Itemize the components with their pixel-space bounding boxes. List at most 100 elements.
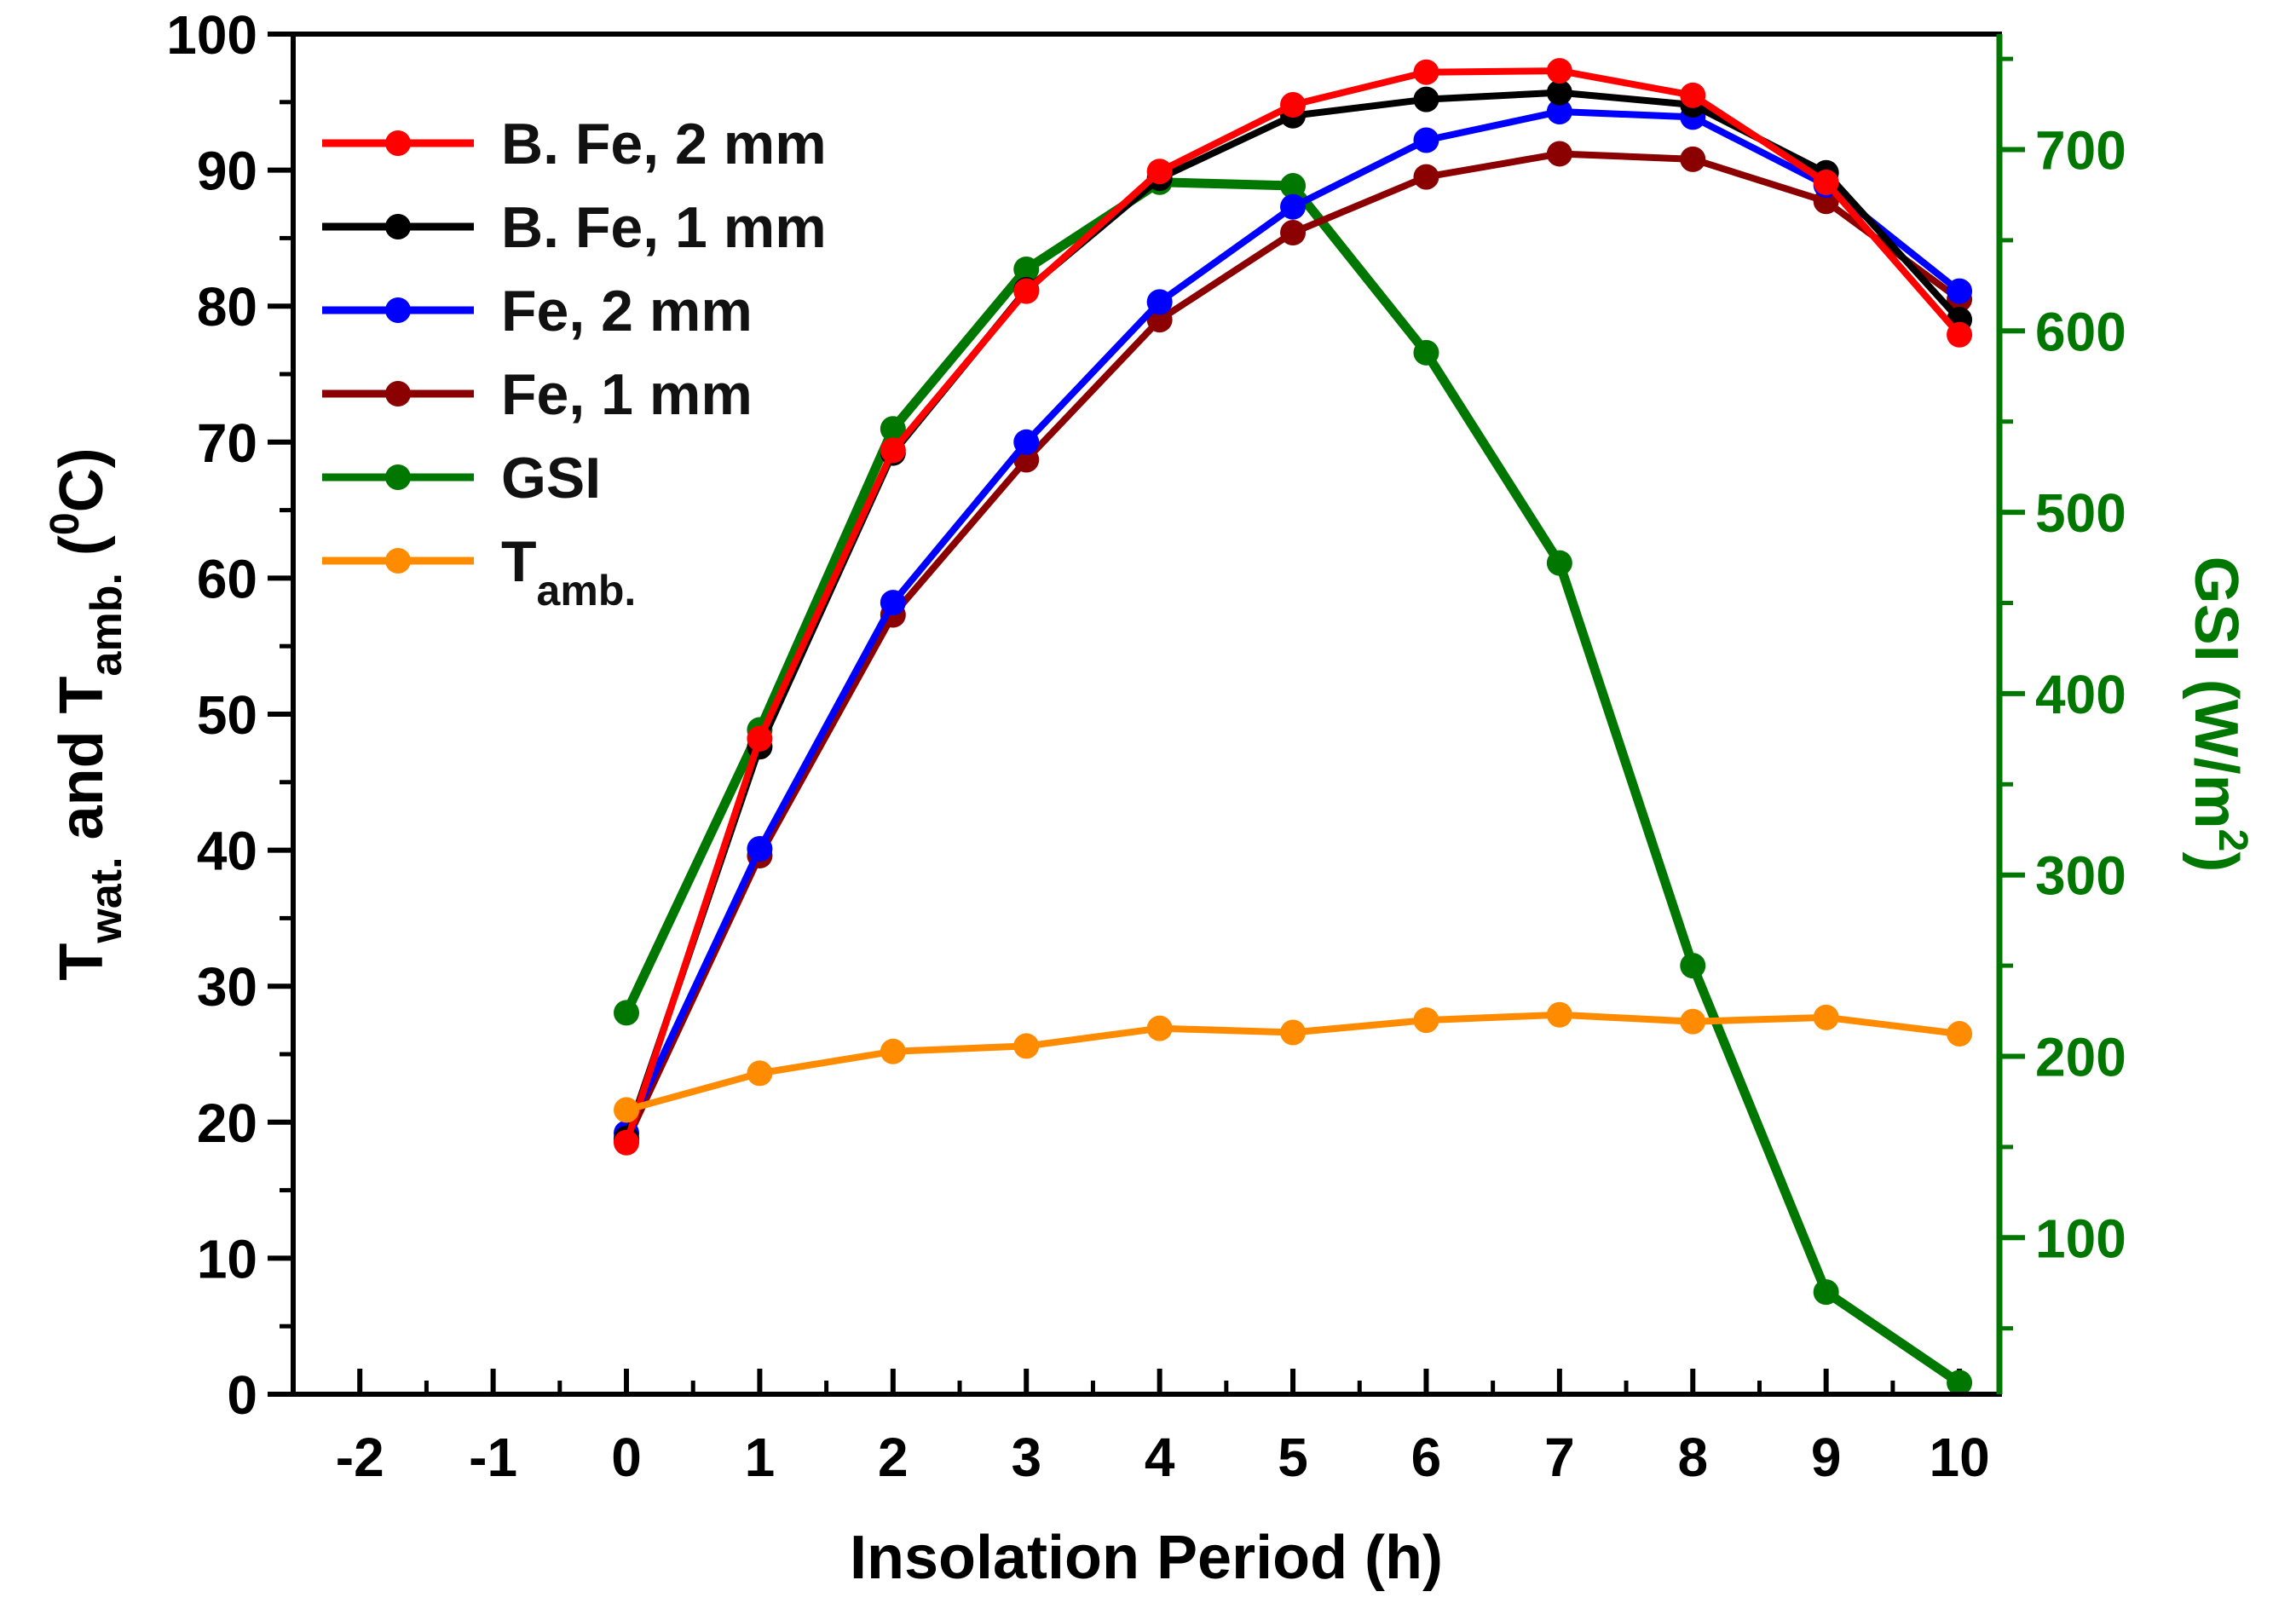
x-tick-label: 4 <box>1145 1427 1175 1488</box>
data-point-gsi <box>1013 256 1040 282</box>
data-point-b-fe-1-mm <box>1546 79 1572 106</box>
series-b-fe-2-mm <box>614 58 1973 1156</box>
y-tick-label: 20 <box>197 1093 257 1154</box>
legend-label: B. Fe, 1 mm <box>501 195 827 260</box>
data-point-gsi <box>880 416 906 442</box>
series-t-amb <box>614 1001 1973 1123</box>
legend-label: GSI <box>501 446 601 510</box>
right-y-tick-label: 400 <box>2035 664 2126 725</box>
data-point-gsi <box>1546 550 1572 576</box>
right-y-axis-title-part: ) <box>2182 851 2250 872</box>
data-point-b-fe-2-mm <box>1413 59 1439 85</box>
data-point-t-amb <box>880 1038 906 1064</box>
right-y-tick-label: 100 <box>2035 1208 2126 1269</box>
data-point-t-amb <box>614 1097 640 1123</box>
y-tick-label: 30 <box>197 956 257 1018</box>
data-point-b-fe-2-mm <box>1813 169 1839 195</box>
y-tick-label: 90 <box>197 141 257 202</box>
y-tick-label: 60 <box>197 548 257 609</box>
legend-label: B. Fe, 2 mm <box>501 112 827 176</box>
data-point-fe-2-mm <box>880 590 906 616</box>
data-point-t-amb <box>1947 1021 1973 1047</box>
data-point-fe-2-mm <box>1146 289 1173 315</box>
legend-swatch-marker <box>385 464 411 490</box>
y-tick-label: 100 <box>166 4 257 66</box>
right-y-tick-label: 300 <box>2035 845 2126 907</box>
legend-item: Fe, 1 mm <box>322 362 753 427</box>
data-point-b-fe-2-mm <box>1280 91 1307 118</box>
data-point-b-fe-2-mm <box>1013 278 1040 304</box>
series-group <box>614 58 1973 1396</box>
y-tick-label: 80 <box>197 276 257 337</box>
x-tick-label: 3 <box>1011 1427 1041 1488</box>
data-point-fe-2-mm <box>747 836 773 862</box>
right-y-tick-label: 200 <box>2035 1026 2126 1087</box>
x-tick-label: 9 <box>1811 1427 1842 1488</box>
data-point-fe-2-mm <box>1280 193 1307 220</box>
y-axis-title-subscript: wat. <box>82 856 131 943</box>
legend-swatch-marker <box>385 130 411 156</box>
x-tick-label: 7 <box>1544 1427 1575 1488</box>
data-point-gsi <box>1413 339 1439 366</box>
y-tick-label: 0 <box>227 1364 257 1426</box>
data-point-t-amb <box>1280 1019 1307 1046</box>
y-tick-label: 70 <box>197 412 257 474</box>
x-tick-label: 10 <box>1929 1427 1989 1488</box>
axis-labels: -2 -1 0 1 2 3 4 5 6 7 8 9 10010203040506070809010010… <box>166 4 2126 1488</box>
data-point-gsi <box>1280 173 1307 199</box>
legend-label-subscript: amb. <box>537 567 637 614</box>
x-tick-label: 6 <box>1411 1427 1442 1488</box>
legend-swatch-marker <box>385 297 411 323</box>
data-point-gsi <box>1813 1279 1839 1306</box>
x-tick-label: 1 <box>745 1427 776 1488</box>
x-tick-label: 8 <box>1677 1427 1708 1488</box>
x-axis-title: Insolation Period (h) <box>850 1524 1443 1592</box>
legend-swatch-marker <box>385 548 411 574</box>
data-point-t-amb <box>1013 1033 1040 1059</box>
data-point-fe-1-mm <box>1280 220 1307 246</box>
right-y-axis-title-part: GSI (W/m <box>2182 557 2250 829</box>
y-axis-title-part: C) <box>48 447 116 512</box>
data-point-t-amb <box>1146 1015 1173 1041</box>
x-tick-label: -2 <box>336 1427 384 1488</box>
data-point-gsi <box>1947 1370 1973 1396</box>
x-tick-label: -1 <box>469 1427 517 1488</box>
data-point-b-fe-2-mm <box>1947 321 1973 348</box>
y-axis-title-superscript: 0 <box>43 512 88 535</box>
right-y-tick-label: 600 <box>2035 301 2126 362</box>
data-point-t-amb <box>1680 1008 1706 1035</box>
legend-item: B. Fe, 1 mm <box>322 195 827 260</box>
x-tick-label: 5 <box>1278 1427 1308 1488</box>
data-point-b-fe-2-mm <box>1680 82 1706 108</box>
data-point-b-fe-2-mm <box>1146 159 1173 185</box>
legend: B. Fe, 2 mm B. Fe, 1 mm Fe, 2 mm Fe, 1 mm GS… <box>322 112 827 614</box>
legend-item: Tamb. <box>322 529 636 614</box>
legend-swatch-marker <box>385 381 411 407</box>
y-axis-title: Twat. and Tamb. (0C) <box>43 447 131 980</box>
legend-label-text: Fe, 2 mm <box>501 279 753 343</box>
right-y-axis-title-superscript: 2 <box>2210 829 2255 852</box>
data-point-t-amb <box>1546 1001 1572 1028</box>
legend-label: Fe, 2 mm <box>501 279 753 343</box>
data-point-fe-2-mm <box>1013 429 1040 455</box>
legend-label-text: GSI <box>501 446 601 510</box>
x-tick-label: 0 <box>611 1427 642 1488</box>
right-y-tick-label: 500 <box>2035 482 2126 544</box>
data-point-t-amb <box>1413 1007 1439 1034</box>
right-y-tick-label: 700 <box>2035 119 2126 181</box>
data-point-b-fe-2-mm <box>614 1129 640 1156</box>
legend-item: Fe, 2 mm <box>322 279 753 343</box>
legend-label-text: T <box>501 529 537 594</box>
legend-label-text: Fe, 1 mm <box>501 362 753 427</box>
right-y-axis-title: GSI (W/m2) <box>2182 557 2255 873</box>
y-tick-label: 40 <box>197 821 257 882</box>
data-point-t-amb <box>1813 1004 1839 1030</box>
data-point-fe-2-mm <box>1546 98 1572 124</box>
legend-swatch-marker <box>385 214 411 239</box>
y-axis-title-part: and T <box>48 676 116 856</box>
data-point-fe-1-mm <box>1680 146 1706 172</box>
data-point-b-fe-2-mm <box>880 437 906 464</box>
legend-label: Fe, 1 mm <box>501 362 753 427</box>
